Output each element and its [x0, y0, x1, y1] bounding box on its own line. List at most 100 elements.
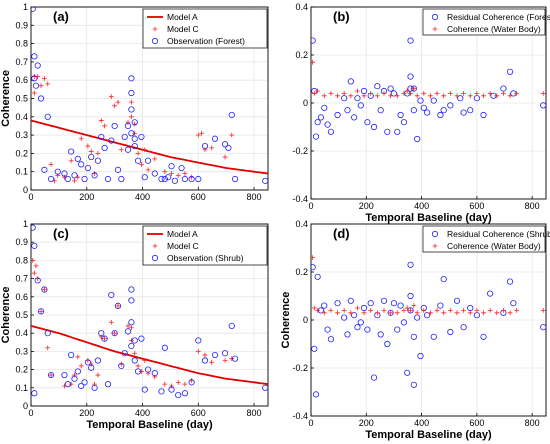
- legend-circle-swatch: [151, 37, 159, 45]
- model-c-point: [128, 114, 134, 120]
- x-tick-label: 600: [191, 408, 206, 418]
- model-c-point: [454, 310, 460, 316]
- model-c-point: [68, 381, 74, 387]
- model-c-point: [374, 93, 380, 99]
- observation-point: [41, 286, 48, 293]
- observation-point: [128, 319, 135, 326]
- observation-point: [394, 128, 401, 135]
- observation-point: [128, 130, 135, 137]
- model-c-point: [411, 303, 417, 308]
- observation-point: [94, 357, 102, 364]
- y-tick-label: 0.9: [15, 237, 28, 247]
- observation-point: [540, 324, 546, 331]
- legend-label: Model A: [167, 229, 198, 239]
- legend-label: Residual Coherence (Forest): [447, 12, 550, 22]
- observation-point: [467, 107, 474, 114]
- model-c-point: [408, 308, 413, 313]
- observation-point: [390, 300, 398, 307]
- observation-point: [487, 290, 494, 297]
- panel-label: (d): [333, 226, 350, 241]
- model-c-point: [481, 310, 486, 316]
- observation-point: [327, 128, 335, 135]
- model-c-point: [388, 310, 394, 316]
- model-c-point: [128, 338, 134, 343]
- panel-a: 0 200 400 600 800 0 0.1 0.2 0.3 0.4 0.5 0.6 0.7 0.8 0.…: [0, 2, 269, 202]
- x-axis-label: Temporal Baseline (day): [365, 429, 492, 441]
- model-c-point: [411, 86, 417, 91]
- model-c-point: [381, 91, 387, 96]
- model-c-point: [361, 310, 367, 316]
- observation-point: [64, 381, 71, 388]
- observation-point: [84, 164, 91, 172]
- y-tick-label: 0.3: [15, 346, 28, 356]
- observation-point: [138, 335, 145, 342]
- y-tick-label: 0.2: [15, 148, 28, 158]
- observation-point: [47, 371, 55, 379]
- model-c-point: [202, 352, 208, 358]
- observation-point: [114, 302, 122, 309]
- y-tick-label: 0: [303, 98, 308, 108]
- model-c-point: [175, 379, 181, 385]
- x-tick-label: 200: [359, 201, 374, 211]
- observation-point: [34, 277, 41, 284]
- model-c-point: [135, 151, 141, 156]
- model-c-point: [199, 130, 205, 136]
- legend-box: [422, 8, 546, 36]
- observation-point: [407, 261, 414, 268]
- observation-point: [141, 386, 148, 393]
- model-c-point: [381, 308, 387, 313]
- model-c-point: [169, 383, 174, 389]
- observation-point: [410, 333, 417, 340]
- observation-point: [540, 102, 546, 109]
- observation-point: [334, 300, 341, 307]
- y-tick-label: 0: [23, 401, 28, 411]
- y-tick-label: 0.9: [15, 20, 28, 30]
- model-c-point: [361, 93, 367, 99]
- model-c-point: [92, 171, 97, 176]
- model-c-point: [162, 381, 168, 387]
- observation-point: [480, 111, 487, 119]
- x-tick-label: 800: [247, 408, 262, 418]
- model-c-point: [152, 156, 158, 162]
- observation-point: [312, 133, 320, 140]
- y-tick-label: 1: [23, 219, 28, 229]
- observation-point: [347, 297, 354, 304]
- observation-point: [78, 161, 85, 168]
- observation-point: [101, 144, 108, 152]
- model-c-point: [348, 93, 354, 99]
- model-c-point: [394, 93, 400, 99]
- observation-point: [37, 95, 45, 102]
- model-c-point: [487, 308, 493, 313]
- observation-point: [188, 379, 195, 386]
- observation-point: [128, 106, 135, 113]
- model-c-point: [494, 93, 500, 99]
- observation-point: [228, 111, 235, 119]
- observation-point: [114, 166, 122, 173]
- model-c-point: [195, 132, 201, 138]
- observation-point: [324, 326, 331, 333]
- y-tick-label: 0.2: [15, 365, 28, 375]
- model-c-point: [514, 91, 520, 96]
- model-c-point: [454, 93, 460, 99]
- observation-point: [44, 113, 51, 120]
- observation-point: [351, 114, 358, 121]
- model-c-point: [118, 147, 124, 153]
- model-c-point: [229, 356, 235, 362]
- model-c-point: [128, 99, 134, 105]
- observation-point: [68, 351, 75, 359]
- observation-point: [195, 337, 202, 344]
- legend-label: Coherence (Water Body): [447, 241, 541, 251]
- observation-point: [211, 135, 219, 142]
- y-tick-label: 0.1: [15, 383, 28, 393]
- model-c-point: [125, 119, 131, 125]
- model-c-point: [128, 325, 134, 331]
- y-axis-label: Coherence: [280, 292, 292, 349]
- observation-point: [98, 133, 105, 141]
- model-c-point: [434, 308, 440, 313]
- model-c-point: [139, 369, 144, 374]
- x-tick-label: 600: [469, 418, 484, 428]
- model-c-point: [494, 310, 500, 316]
- observation-point: [354, 324, 361, 331]
- model-c-point: [315, 308, 321, 313]
